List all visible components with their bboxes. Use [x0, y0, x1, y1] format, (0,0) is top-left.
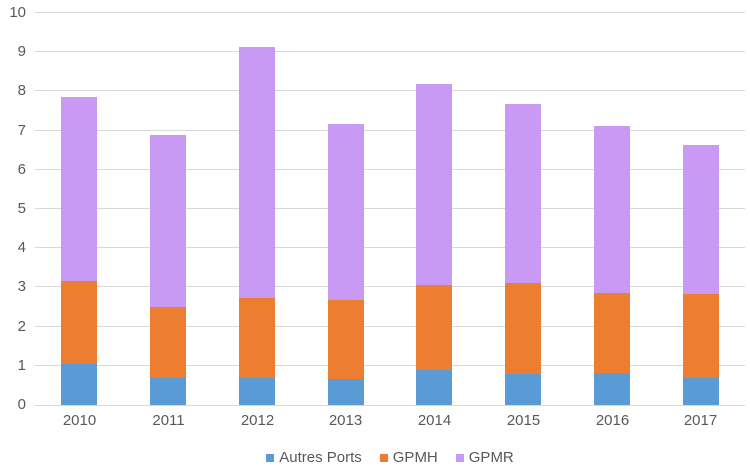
y-tick-0: 0 — [17, 396, 26, 413]
legend-item-gpmh: GPMH — [379, 449, 438, 467]
legend-swatch-gpmr — [455, 454, 464, 462]
bar-2012-autres-ports — [239, 378, 275, 405]
legend-swatch-gpmh — [379, 454, 388, 462]
y-tick-1: 1 — [17, 357, 26, 374]
bar-2014-autres-ports — [416, 370, 452, 405]
y-tick-3: 3 — [17, 278, 26, 295]
x-tick-2014: 2014 — [417, 412, 452, 429]
bar-2017-gpmh — [683, 294, 719, 378]
gridline-8 — [35, 90, 745, 91]
legend-item-autres-ports: Autres Ports — [266, 449, 362, 467]
x-tick-2011: 2011 — [152, 412, 185, 429]
bar-2010-gpmr — [61, 97, 97, 281]
y-tick-7: 7 — [17, 122, 26, 139]
y-tick-5: 5 — [17, 200, 26, 217]
x-tick-2012: 2012 — [240, 412, 275, 429]
y-tick-9: 9 — [17, 43, 26, 60]
x-tick-2017: 2017 — [683, 412, 718, 429]
gridline-7 — [35, 130, 745, 131]
gridline-5 — [35, 208, 745, 209]
bar-2016-gpmh — [594, 293, 630, 373]
bar-2013-gpmh — [328, 300, 364, 379]
gridline-3 — [35, 286, 745, 287]
bar-2015-gpmr — [505, 104, 541, 283]
gridline-9 — [35, 51, 745, 52]
gridline-10 — [35, 12, 745, 13]
bar-2011-autres-ports — [150, 378, 186, 405]
y-tick-4: 4 — [17, 239, 26, 256]
y-tick-2: 2 — [17, 318, 26, 335]
gridline-6 — [35, 169, 745, 170]
bar-2010-autres-ports — [61, 364, 97, 405]
bar-2016-autres-ports — [594, 373, 630, 405]
bar-2012-gpmh — [239, 298, 275, 378]
y-tick-8: 8 — [17, 82, 26, 99]
bar-2012-gpmr — [239, 47, 275, 298]
legend-swatch-autres-ports — [266, 454, 275, 462]
bar-2010-gpmh — [61, 281, 97, 364]
bar-2011-gpmr — [150, 135, 186, 307]
y-tick-6: 6 — [17, 161, 26, 178]
bar-2015-autres-ports — [505, 374, 541, 405]
bar-2013-autres-ports — [328, 379, 364, 405]
bar-2017-gpmr — [683, 145, 719, 294]
bar-2016-gpmr — [594, 126, 630, 293]
y-tick-10: 10 — [9, 4, 26, 21]
bar-2013-gpmr — [328, 124, 364, 300]
legend-label-autres-ports: Autres Ports — [279, 449, 362, 466]
bar-2011-gpmh — [150, 307, 186, 378]
bar-2014-gpmh — [416, 285, 452, 370]
bar-2015-gpmh — [505, 283, 541, 374]
gridline-2 — [35, 326, 745, 327]
x-axis-labels: 2010 2011 2012 2013 2014 2015 2016 2017 — [35, 411, 745, 431]
legend-label-gpmr: GPMR — [468, 449, 514, 466]
x-tick-2015: 2015 — [506, 412, 541, 429]
gridline-4 — [35, 247, 745, 248]
plot-area — [35, 12, 745, 406]
x-tick-2010: 2010 — [62, 412, 97, 429]
chart-legend: Autres Ports GPMH GPMR — [35, 449, 745, 467]
bar-2014-gpmr — [416, 84, 452, 285]
y-axis-labels: 0 1 2 3 4 5 6 7 8 9 10 — [0, 4, 26, 413]
x-tick-2016: 2016 — [595, 412, 630, 429]
gridline-1 — [35, 365, 745, 366]
bar-2017-autres-ports — [683, 378, 719, 405]
legend-label-gpmh: GPMH — [392, 449, 438, 466]
x-tick-2013: 2013 — [328, 412, 363, 429]
gridline-0 — [35, 405, 745, 406]
legend-item-gpmr: GPMR — [455, 449, 514, 467]
